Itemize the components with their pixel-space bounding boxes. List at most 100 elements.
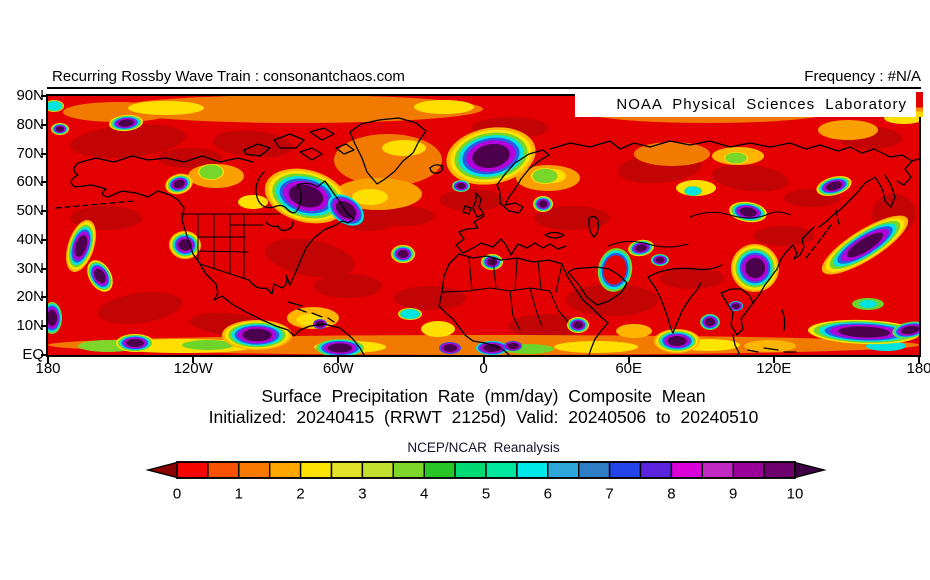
great-lakes	[265, 221, 294, 232]
header-right-text: Frequency : #N/A	[804, 68, 921, 85]
warm-patch	[352, 189, 388, 205]
anomaly-blob	[51, 123, 69, 135]
blob-ring	[825, 181, 843, 191]
colorbar-tick-label: 4	[420, 486, 428, 503]
lon-tick-mark	[918, 357, 920, 363]
anomaly-blob	[198, 164, 224, 180]
colorbar-tick-label: 7	[605, 486, 613, 503]
colorbar-segment	[516, 461, 549, 479]
lat-tick-mark	[41, 354, 47, 357]
lon-tick-label: 180	[35, 360, 61, 377]
colorbar-tick-label: 2	[296, 486, 304, 503]
blob-ring	[173, 179, 185, 189]
colorbar-segment	[330, 461, 364, 479]
anomaly-blob	[597, 248, 633, 292]
warm-patch	[382, 140, 426, 156]
coastline-india	[647, 264, 723, 334]
warm-patch	[113, 96, 483, 123]
blob-ring	[635, 244, 647, 252]
coastline-kamchatka-okhotsk	[818, 160, 913, 228]
lat-tick-label: 70N	[16, 144, 44, 162]
precip-field-layer	[48, 96, 919, 355]
us-state-borders	[180, 213, 281, 281]
anomaly-blob	[654, 329, 700, 353]
blob-ring	[118, 119, 134, 127]
anomaly-blob	[87, 260, 113, 292]
anomaly-blob	[48, 302, 62, 334]
colorbar-tick-label: 5	[482, 486, 490, 503]
noaa-lab-label: NOAA Physical Sciences Laboratory	[616, 96, 907, 113]
colorbar-tick-label: 3	[358, 486, 366, 503]
anomaly-blob	[476, 341, 508, 355]
lon-tick-label: 120W	[173, 360, 213, 377]
arctic-islands	[243, 127, 355, 161]
blob-ring	[725, 152, 747, 164]
coastline-aleutians	[55, 200, 135, 209]
asia-interior-borders	[607, 211, 791, 248]
blob-ring	[126, 338, 144, 348]
plot-title: Surface Precipitation Rate (mm/day) Comp…	[261, 386, 706, 406]
colorbar-tick-label: 6	[544, 486, 552, 503]
dark-red-patch	[508, 314, 588, 338]
coastline-siberia	[549, 140, 919, 162]
lon-tick-label: 120E	[756, 360, 792, 377]
blob-ring	[532, 168, 558, 184]
colorbar-tick-label: 0	[173, 486, 181, 503]
colorbar-tick-label: 9	[729, 486, 737, 503]
anomaly-blob	[222, 320, 292, 350]
blob-ring	[744, 257, 766, 279]
colorbar-tick-label: 1	[235, 486, 243, 503]
warm-patch	[554, 341, 638, 353]
anomaly-blob	[808, 319, 919, 345]
colorbar-segment	[485, 461, 518, 479]
warm-patch	[182, 340, 234, 350]
coastline-europe-med	[455, 215, 567, 256]
anomaly-blob	[567, 317, 589, 333]
anomaly-blob	[504, 341, 522, 351]
lat-tick-mark	[41, 267, 47, 270]
blob-ring	[327, 343, 353, 353]
blob-ring	[74, 235, 88, 257]
anomaly-blob	[48, 100, 64, 112]
anomaly-blob	[533, 196, 553, 212]
dark-red-patch	[440, 189, 504, 211]
coastline-hudson-canada	[255, 171, 355, 220]
anomaly-blob	[684, 186, 702, 196]
anomaly-blob	[439, 342, 461, 354]
anomaly-blob	[651, 254, 669, 266]
warm-patch	[128, 101, 204, 115]
lat-tick-label: 40N	[16, 230, 44, 248]
lon-tick-label: 60E	[615, 360, 643, 377]
lat-tick-label: 60N	[16, 173, 44, 191]
caribbean-islands	[287, 301, 335, 323]
warm-patch	[238, 195, 268, 209]
colorbar-segment	[176, 461, 209, 479]
anomaly-blob	[398, 308, 422, 320]
dark-red-patch	[374, 206, 434, 226]
colorbar-tick-label: 10	[787, 486, 804, 503]
coastline-greenland	[349, 117, 427, 185]
coastline-gulf-eastcoast	[248, 218, 355, 295]
coastline-iceland	[429, 164, 444, 174]
lat-tick-mark	[41, 181, 47, 184]
precipitation-map	[48, 96, 919, 355]
coastline-arctic-america	[77, 155, 254, 164]
warm-patch	[616, 324, 652, 338]
colorbar-tick-label: 8	[667, 486, 675, 503]
coastline-america-west	[199, 263, 365, 355]
blob-ring	[94, 268, 106, 284]
blob-ring	[288, 184, 324, 208]
warm-patch	[414, 100, 474, 114]
anomaly-blob	[391, 245, 415, 263]
map-frame	[46, 94, 921, 357]
colorbar: 0 1 2 3 4 5 6 7 8 9 10	[145, 461, 827, 503]
colorbar-segment	[639, 461, 673, 479]
blob-ring	[667, 335, 687, 347]
lat-tick-label: 80N	[16, 115, 44, 133]
blob-ring	[456, 182, 466, 190]
coastline-africa	[438, 253, 609, 355]
blob-ring	[242, 328, 272, 342]
lon-tick-mark	[482, 357, 485, 363]
lat-tick-mark	[41, 152, 47, 155]
